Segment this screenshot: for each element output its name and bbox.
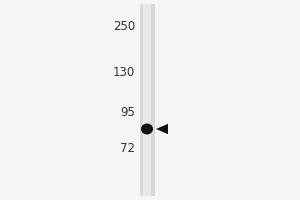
Text: 95: 95 [120,106,135,118]
Bar [140,4,154,196]
Text: 130: 130 [113,66,135,78]
Polygon shape [156,124,168,134]
Text: 72: 72 [120,142,135,154]
Bar [143,4,151,196]
Ellipse shape [141,123,153,134]
Text: 250: 250 [113,20,135,32]
